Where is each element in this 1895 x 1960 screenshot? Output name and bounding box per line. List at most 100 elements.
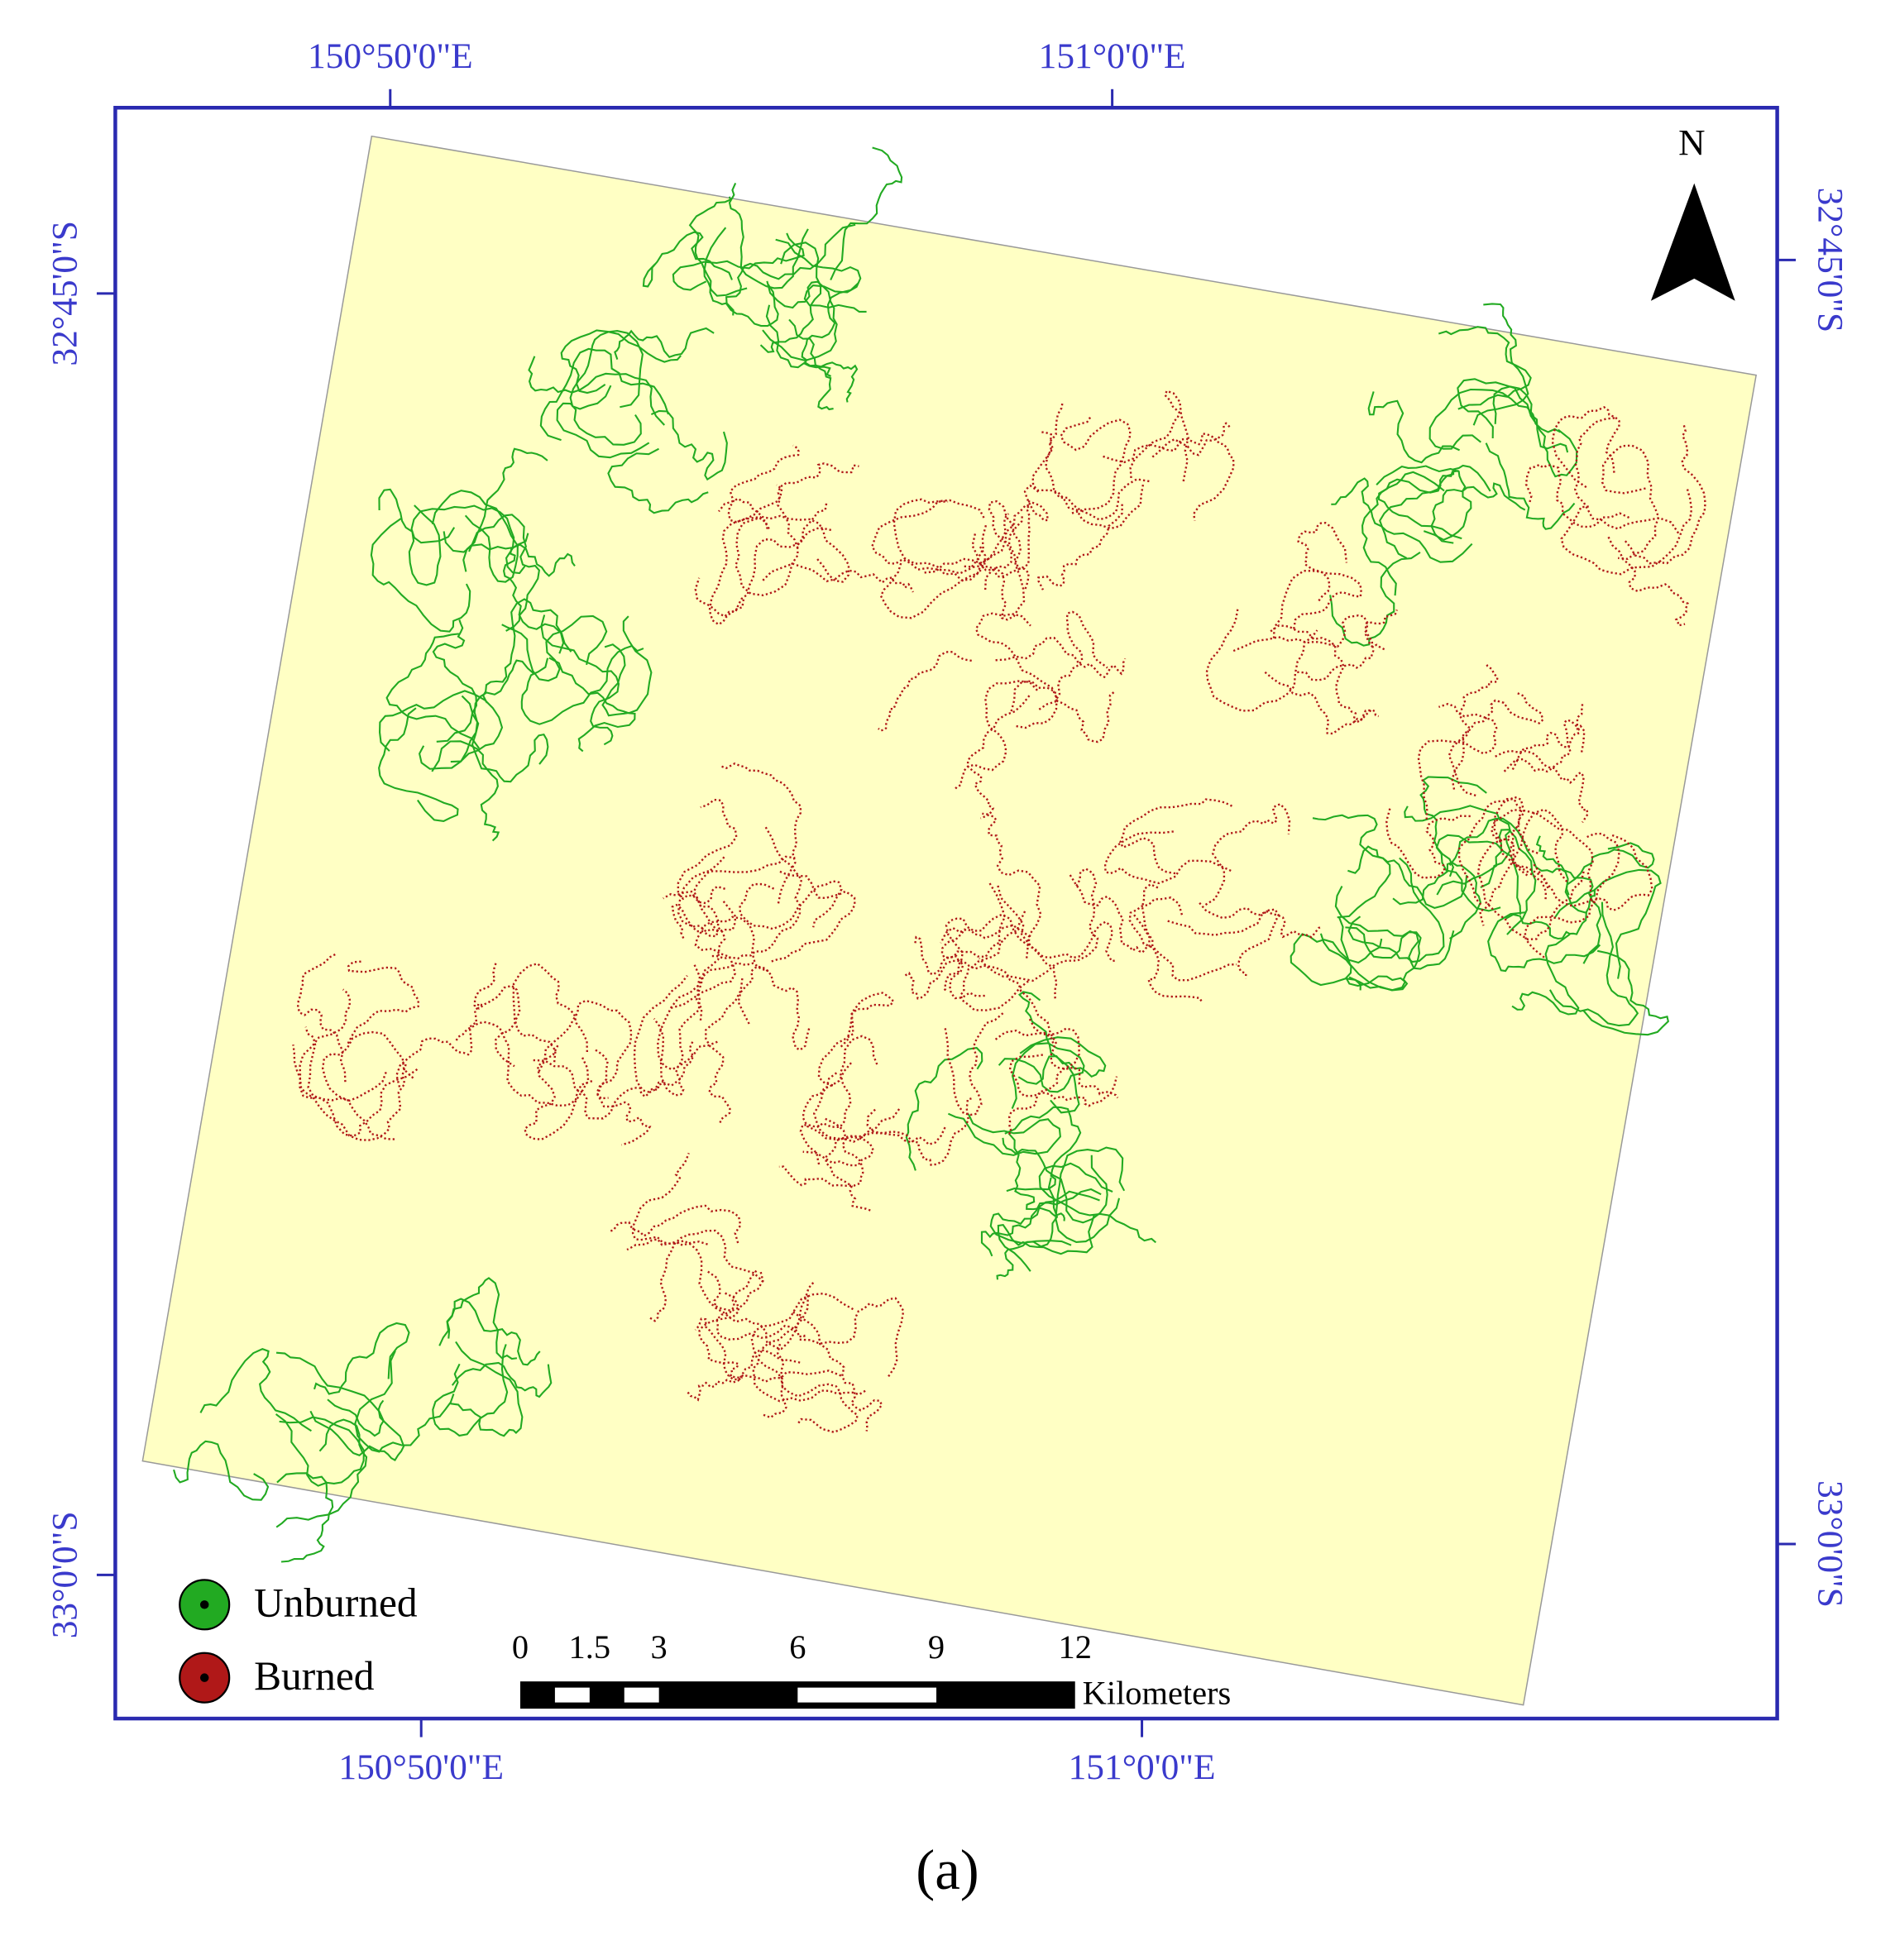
scale-bar: 0 1.5 3 6 9 12 Kilometers bbox=[512, 1628, 1231, 1711]
track bbox=[292, 1044, 407, 1141]
track bbox=[1448, 662, 1499, 797]
track bbox=[1448, 817, 1570, 896]
track bbox=[1103, 422, 1231, 464]
track bbox=[419, 659, 534, 770]
track bbox=[966, 695, 1031, 816]
track bbox=[1436, 829, 1537, 935]
track bbox=[1128, 896, 1237, 982]
track bbox=[1385, 808, 1471, 880]
track bbox=[1297, 609, 1398, 681]
track bbox=[825, 1108, 901, 1212]
track bbox=[1129, 390, 1189, 484]
track bbox=[610, 1204, 742, 1244]
track bbox=[694, 1317, 842, 1384]
map-frame bbox=[113, 106, 1779, 1721]
track bbox=[556, 402, 650, 459]
track bbox=[1624, 424, 1706, 565]
legend-label: Burned bbox=[254, 1653, 375, 1699]
track bbox=[817, 992, 895, 1087]
track bbox=[438, 1277, 518, 1360]
track bbox=[1038, 610, 1108, 710]
track bbox=[778, 1117, 864, 1188]
track bbox=[1272, 569, 1362, 639]
track bbox=[1002, 1137, 1108, 1224]
track bbox=[524, 1045, 590, 1141]
track bbox=[720, 762, 802, 904]
track bbox=[569, 329, 644, 410]
track bbox=[802, 1072, 946, 1146]
track bbox=[1007, 1018, 1080, 1136]
track bbox=[173, 1440, 270, 1501]
track bbox=[1564, 842, 1655, 915]
scale-bar-label: 9 bbox=[928, 1628, 945, 1666]
track bbox=[1435, 834, 1522, 915]
longitude-label: 151°0'0"E bbox=[1039, 36, 1186, 76]
track bbox=[540, 614, 620, 746]
track bbox=[502, 533, 565, 654]
track bbox=[431, 740, 500, 842]
track bbox=[1038, 1162, 1157, 1244]
north-arrow bbox=[1650, 183, 1735, 301]
track bbox=[997, 885, 1117, 963]
study-area bbox=[141, 135, 1758, 1706]
track bbox=[1141, 882, 1203, 1002]
track bbox=[1485, 442, 1576, 530]
track bbox=[1290, 933, 1383, 991]
track bbox=[446, 1298, 541, 1366]
track bbox=[964, 514, 1026, 621]
track bbox=[595, 1049, 652, 1146]
legend-dot bbox=[199, 1673, 209, 1682]
track bbox=[607, 447, 709, 514]
track bbox=[1535, 835, 1602, 964]
track bbox=[762, 280, 838, 362]
track bbox=[1270, 624, 1371, 724]
track bbox=[379, 690, 504, 763]
track bbox=[1319, 915, 1407, 992]
track bbox=[735, 503, 828, 597]
track bbox=[473, 963, 557, 1063]
track bbox=[1367, 391, 1461, 464]
track bbox=[1008, 1054, 1118, 1107]
track bbox=[275, 1418, 368, 1528]
track bbox=[1312, 814, 1391, 919]
longitude-label: 150°50'0"E bbox=[338, 1747, 504, 1787]
scale-bar-segment bbox=[554, 1687, 590, 1703]
track bbox=[980, 1188, 1102, 1257]
track bbox=[1560, 488, 1693, 576]
track bbox=[1044, 402, 1150, 521]
track bbox=[548, 657, 636, 753]
track bbox=[451, 1361, 553, 1398]
track bbox=[1017, 1036, 1107, 1085]
track bbox=[998, 1042, 1085, 1109]
longitude-label: 151°0'0"E bbox=[1069, 1747, 1216, 1787]
track bbox=[1010, 680, 1115, 743]
track bbox=[801, 282, 859, 377]
track bbox=[677, 855, 796, 933]
track bbox=[737, 965, 811, 1051]
track bbox=[1069, 874, 1151, 954]
track bbox=[1490, 809, 1598, 906]
track bbox=[1204, 803, 1291, 906]
track bbox=[1199, 901, 1323, 939]
track bbox=[924, 500, 1050, 574]
latitude-label: 33°0'0"S bbox=[1811, 1480, 1850, 1608]
track bbox=[653, 964, 701, 1097]
track bbox=[633, 975, 695, 1093]
track bbox=[309, 1399, 405, 1461]
tracks bbox=[173, 146, 1706, 1563]
track bbox=[959, 882, 1031, 1011]
scale-bar-label: 0 bbox=[512, 1628, 529, 1666]
track bbox=[432, 619, 478, 743]
legend-dot bbox=[199, 1600, 209, 1609]
scale-bar-unit: Kilometers bbox=[1083, 1674, 1232, 1711]
track bbox=[739, 880, 843, 930]
track bbox=[718, 497, 850, 583]
track bbox=[631, 1152, 708, 1246]
track bbox=[454, 1021, 593, 1107]
track bbox=[997, 1215, 1095, 1272]
track bbox=[1060, 414, 1132, 514]
track bbox=[728, 183, 809, 289]
latitude-label: 33°0'0"S bbox=[45, 1511, 84, 1638]
track bbox=[275, 1413, 365, 1487]
